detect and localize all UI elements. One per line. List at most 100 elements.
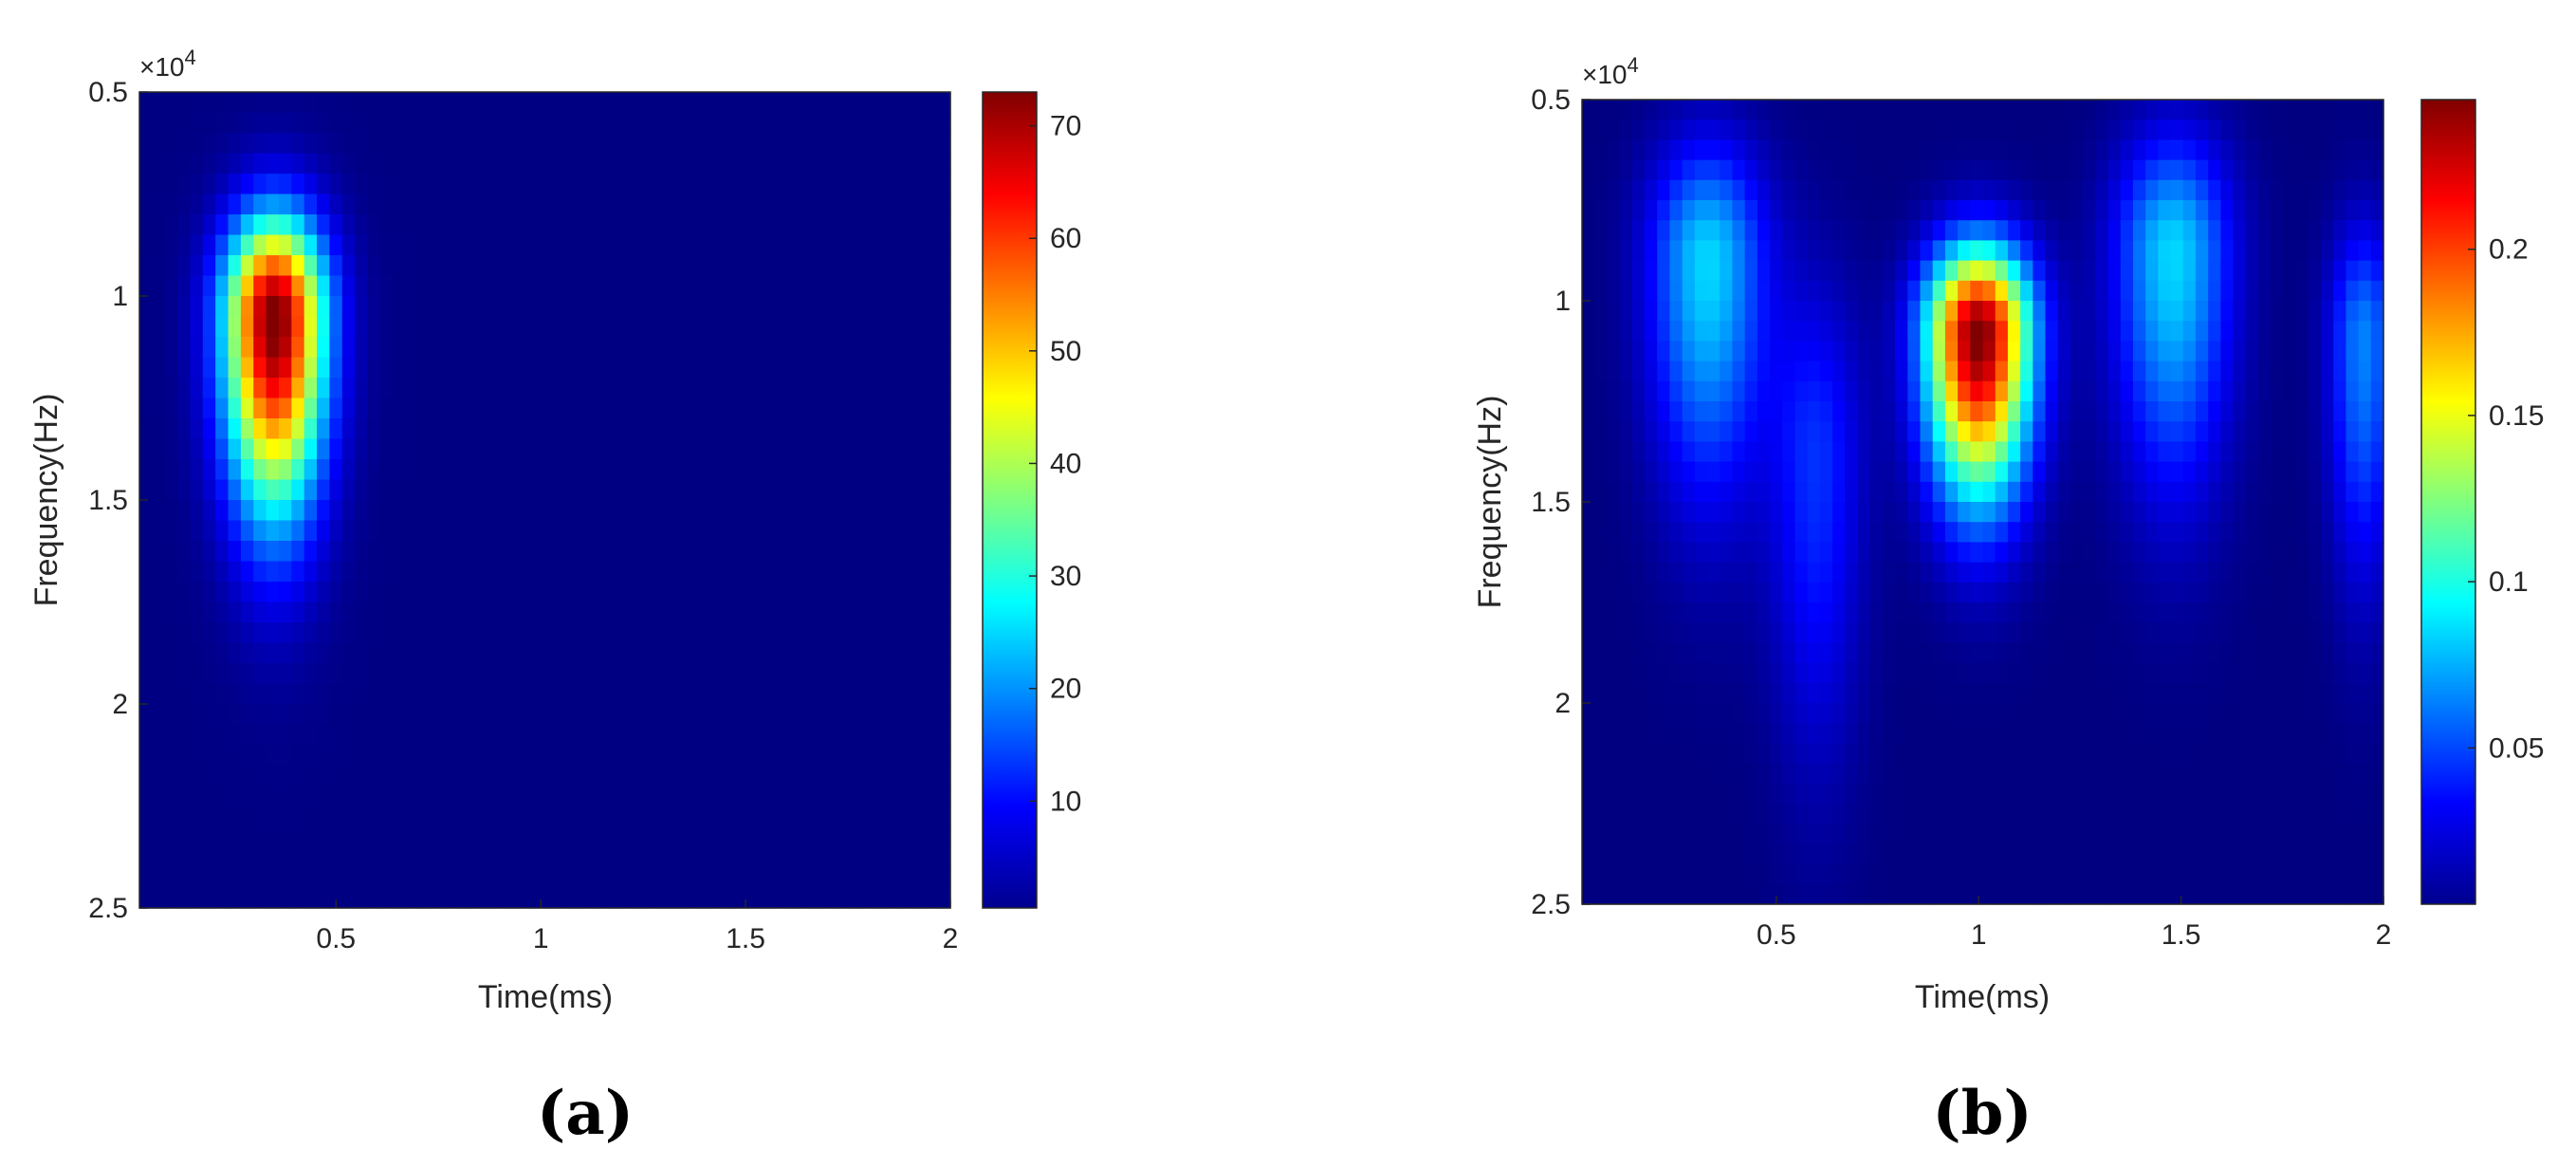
heatmap-cell <box>1645 723 1658 744</box>
heatmap-cell <box>899 255 913 277</box>
heatmap-cell <box>2295 804 2309 824</box>
heatmap-cell <box>747 724 762 746</box>
heatmap-cell <box>1744 562 1758 584</box>
heatmap-cell <box>2370 341 2384 362</box>
heatmap-cell <box>696 234 710 256</box>
heatmap-cell <box>405 357 419 379</box>
heatmap-cell <box>190 806 204 827</box>
heatmap-cell <box>393 826 407 848</box>
heatmap-cell <box>772 745 786 767</box>
heatmap-cell <box>341 479 356 501</box>
heatmap-cell <box>861 541 875 563</box>
heatmap-cell <box>2132 280 2146 302</box>
heatmap-cell <box>2283 240 2297 262</box>
heatmap-cell <box>240 357 254 379</box>
heatmap-cell <box>405 582 419 603</box>
heatmap-cell <box>164 724 178 746</box>
heatmap-cell <box>798 153 812 175</box>
heatmap-cell <box>519 622 533 644</box>
heatmap-cell <box>658 541 672 563</box>
heatmap-cell <box>190 724 204 746</box>
heatmap-cell <box>329 296 343 318</box>
heatmap-cell <box>1682 522 1696 543</box>
heatmap-cell <box>595 255 609 277</box>
heatmap-cell <box>811 846 825 868</box>
heatmap-cell <box>177 602 192 623</box>
heatmap-cell <box>2070 622 2084 643</box>
heatmap-cell <box>2333 622 2346 643</box>
heatmap-cell <box>1958 804 1971 824</box>
heatmap-cell <box>2120 361 2134 382</box>
heatmap-cell <box>1944 743 1959 765</box>
heatmap-cell <box>1720 100 1734 120</box>
heatmap-cell <box>2095 179 2109 201</box>
heatmap-cell <box>1744 502 1758 523</box>
heatmap-cell <box>1907 582 1922 603</box>
heatmap-cell <box>2233 602 2247 623</box>
heatmap-cell <box>1582 843 1595 865</box>
heatmap-cell <box>532 194 546 215</box>
heatmap-cell <box>1920 280 1934 302</box>
heatmap-cell <box>393 92 407 114</box>
heatmap-cell <box>266 745 280 767</box>
heatmap-cell <box>304 174 318 195</box>
heatmap-cell <box>2308 301 2322 322</box>
heatmap-cell <box>1707 703 1720 724</box>
heatmap-cell <box>469 378 483 399</box>
heatmap-cell <box>329 602 343 623</box>
heatmap-cell <box>177 520 192 542</box>
heatmap-cell <box>1982 804 1996 824</box>
heatmap-cell <box>329 520 343 542</box>
heatmap-cell <box>202 602 216 623</box>
heatmap-cell <box>2271 783 2284 805</box>
heatmap-cell <box>899 582 913 603</box>
heatmap-cell <box>177 582 192 603</box>
heatmap-cell <box>1594 421 1608 442</box>
heatmap-cell <box>506 479 521 501</box>
heatmap-cell <box>481 520 495 542</box>
heatmap-cell <box>620 92 635 114</box>
heatmap-cell <box>2045 280 2059 302</box>
heatmap-cell <box>431 133 445 155</box>
heatmap-cell <box>620 133 635 155</box>
heatmap-cell <box>1794 200 1809 221</box>
heatmap-cell <box>202 867 216 889</box>
heatmap-cell <box>1807 522 1821 543</box>
heatmap-cell <box>2083 380 2096 402</box>
heatmap-cell <box>1720 743 1734 765</box>
heatmap-cell <box>672 745 686 767</box>
heatmap-cell <box>2271 401 2284 422</box>
heatmap-cell <box>329 174 343 195</box>
heatmap-cell <box>620 622 635 644</box>
heatmap-cell <box>2257 804 2272 824</box>
heatmap-cell <box>405 234 419 256</box>
heatmap-cell <box>634 582 647 603</box>
heatmap-cell <box>2132 481 2146 503</box>
heatmap-cell <box>2245 824 2259 844</box>
heatmap-cell <box>2070 723 2084 744</box>
heatmap-cell <box>2170 200 2184 221</box>
heatmap-cell <box>1995 642 2009 664</box>
heatmap-cell <box>620 683 635 705</box>
heatmap-cell <box>341 642 356 664</box>
heatmap-cell <box>253 378 267 399</box>
heatmap-cell <box>570 786 584 807</box>
heatmap-cell <box>2045 461 2059 483</box>
heatmap-cell <box>393 724 407 746</box>
heatmap-cell <box>772 765 786 787</box>
heatmap-cell <box>1907 280 1922 302</box>
heatmap-cell <box>1744 743 1758 765</box>
heatmap-cell <box>1845 522 1859 543</box>
heatmap-cell <box>1982 139 1996 161</box>
heatmap-cell <box>582 398 597 419</box>
heatmap-cell <box>228 418 242 440</box>
heatmap-cell <box>1807 622 1821 643</box>
heatmap-cell <box>2257 824 2272 844</box>
heatmap-cell <box>2057 622 2071 643</box>
heatmap-cell <box>1645 522 1658 543</box>
heatmap-cell <box>1732 240 1746 262</box>
heatmap-cell <box>417 133 432 155</box>
heatmap-cell <box>672 153 686 175</box>
heatmap-cell <box>925 806 939 827</box>
heatmap-cell <box>519 704 533 726</box>
